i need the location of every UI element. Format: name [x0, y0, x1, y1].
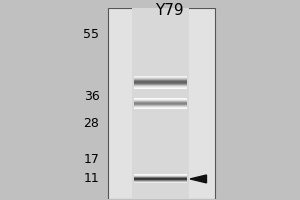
Bar: [132, 8, 189, 199]
Bar: [134, 103, 187, 104]
Bar: [134, 84, 187, 85]
Bar: [134, 88, 187, 89]
Bar: [134, 108, 187, 109]
Bar: [134, 100, 187, 101]
Polygon shape: [190, 175, 206, 183]
Bar: [134, 76, 187, 77]
Bar: [134, 175, 187, 176]
Bar: [134, 85, 187, 86]
Text: Y79: Y79: [155, 3, 184, 18]
Bar: [134, 82, 187, 83]
Bar: [134, 177, 187, 178]
Bar: [134, 105, 187, 106]
Bar: [134, 87, 187, 88]
Bar: [134, 99, 187, 100]
Text: 17: 17: [84, 153, 100, 166]
Bar: [134, 81, 187, 82]
Bar: [134, 80, 187, 81]
Text: 55: 55: [83, 28, 100, 41]
Bar: [134, 79, 187, 80]
Bar: [134, 104, 187, 105]
Bar: [134, 101, 187, 102]
Bar: [134, 102, 187, 103]
Bar: [134, 83, 187, 84]
Bar: [134, 179, 187, 180]
Text: 11: 11: [84, 172, 100, 185]
Bar: [134, 178, 187, 179]
Bar: [134, 174, 187, 175]
Bar: [134, 181, 187, 182]
Text: 28: 28: [84, 117, 100, 130]
Bar: [134, 77, 187, 78]
Bar: [134, 98, 187, 99]
Bar: [134, 107, 187, 108]
Bar: [134, 182, 187, 183]
Text: 36: 36: [84, 90, 100, 103]
Bar: [134, 176, 187, 177]
Bar: [134, 106, 187, 107]
Bar: [134, 86, 187, 87]
Bar: [134, 180, 187, 181]
Bar: [134, 78, 187, 79]
Bar: [108, 8, 215, 199]
